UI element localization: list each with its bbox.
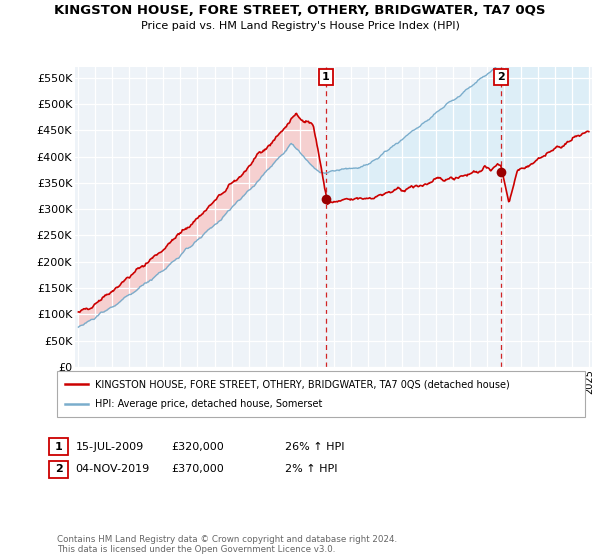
Text: HPI: Average price, detached house, Somerset: HPI: Average price, detached house, Some… bbox=[95, 399, 323, 409]
Text: 1: 1 bbox=[322, 72, 329, 82]
Text: 2: 2 bbox=[55, 464, 62, 474]
Text: 1: 1 bbox=[55, 442, 62, 452]
Text: 2: 2 bbox=[497, 72, 505, 82]
Text: £370,000: £370,000 bbox=[171, 464, 224, 474]
Text: KINGSTON HOUSE, FORE STREET, OTHERY, BRIDGWATER, TA7 0QS: KINGSTON HOUSE, FORE STREET, OTHERY, BRI… bbox=[54, 4, 546, 17]
Text: Price paid vs. HM Land Registry's House Price Index (HPI): Price paid vs. HM Land Registry's House … bbox=[140, 21, 460, 31]
Text: 2% ↑ HPI: 2% ↑ HPI bbox=[285, 464, 337, 474]
Text: 15-JUL-2009: 15-JUL-2009 bbox=[76, 442, 144, 452]
Text: £320,000: £320,000 bbox=[171, 442, 224, 452]
Text: 26% ↑ HPI: 26% ↑ HPI bbox=[285, 442, 344, 452]
Text: 04-NOV-2019: 04-NOV-2019 bbox=[76, 464, 150, 474]
Text: Contains HM Land Registry data © Crown copyright and database right 2024.
This d: Contains HM Land Registry data © Crown c… bbox=[57, 535, 397, 554]
Text: KINGSTON HOUSE, FORE STREET, OTHERY, BRIDGWATER, TA7 0QS (detached house): KINGSTON HOUSE, FORE STREET, OTHERY, BRI… bbox=[95, 379, 510, 389]
